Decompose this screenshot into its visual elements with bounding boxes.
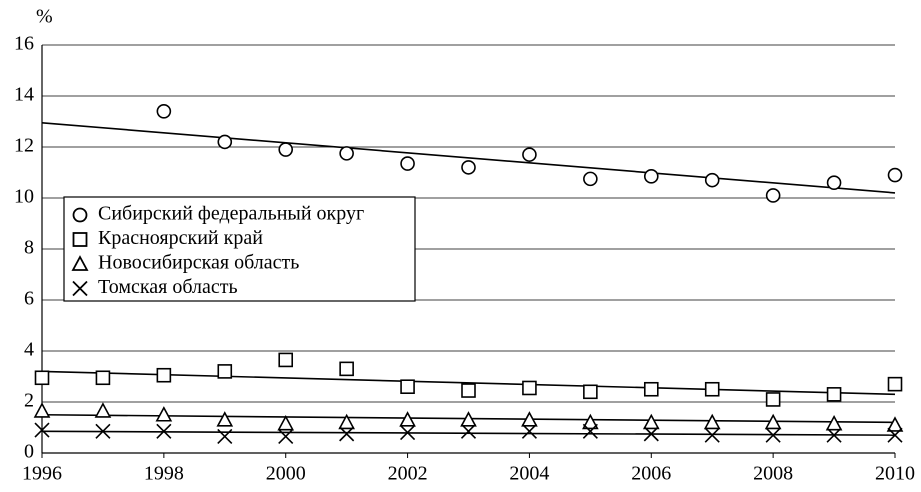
marker <box>826 175 842 190</box>
x-tick-label: 2000 <box>266 463 306 485</box>
marker <box>704 381 720 397</box>
marker <box>400 379 415 395</box>
trend-line <box>41 121 896 194</box>
marker <box>582 423 598 439</box>
y-tick-label: 0 <box>24 441 34 463</box>
marker <box>704 427 720 443</box>
marker <box>582 413 599 430</box>
marker <box>278 428 294 444</box>
marker <box>460 411 477 427</box>
y-axis-label: % <box>36 6 53 28</box>
marker <box>460 423 477 439</box>
marker <box>34 422 50 438</box>
marker <box>72 232 88 247</box>
marker <box>887 167 903 183</box>
x-tick-label: 2004 <box>509 463 549 485</box>
marker <box>583 171 598 187</box>
marker <box>643 426 659 442</box>
marker <box>33 402 51 418</box>
x-tick-label: 1996 <box>22 463 62 485</box>
y-tick-label: 10 <box>14 186 34 208</box>
marker <box>156 423 172 439</box>
marker <box>400 156 415 171</box>
y-tick-label: 2 <box>24 390 34 412</box>
marker <box>338 413 355 430</box>
marker <box>521 411 538 427</box>
legend-label: Томская область <box>98 276 238 298</box>
legend: Сибирский федеральный округКрасноярский … <box>63 196 416 302</box>
marker <box>825 414 843 431</box>
marker <box>399 411 416 427</box>
marker <box>765 427 781 443</box>
marker <box>156 104 172 119</box>
marker <box>277 414 295 431</box>
marker <box>217 428 233 444</box>
y-tick-label: 8 <box>24 237 34 259</box>
legend-label: Новосибирская область <box>98 252 299 274</box>
trend-line <box>41 430 896 436</box>
marker <box>522 147 537 162</box>
marker <box>826 387 842 402</box>
marker <box>461 160 476 175</box>
marker <box>826 427 842 443</box>
marker <box>765 392 781 407</box>
marker <box>216 411 234 427</box>
marker <box>704 172 720 188</box>
y-tick-label: 16 <box>14 33 34 55</box>
marker <box>642 413 660 430</box>
x-tick-label: 2010 <box>875 463 915 485</box>
marker <box>765 188 781 203</box>
marker <box>339 146 354 161</box>
marker <box>278 352 294 368</box>
marker <box>643 169 659 184</box>
marker <box>155 406 173 422</box>
marker <box>887 376 903 392</box>
marker <box>156 367 172 383</box>
x-tick-label: 1998 <box>144 463 184 485</box>
marker <box>643 381 659 397</box>
marker <box>71 255 89 271</box>
marker <box>95 423 111 439</box>
marker <box>887 427 903 443</box>
marker <box>339 426 355 442</box>
marker <box>400 425 416 441</box>
marker <box>764 413 782 430</box>
marker <box>339 361 354 377</box>
y-tick-label: 12 <box>14 135 34 157</box>
marker <box>217 134 233 150</box>
marker <box>522 380 537 396</box>
marker <box>34 370 50 386</box>
legend-box <box>63 196 416 302</box>
marker <box>72 207 88 223</box>
x-tick-label: 2008 <box>753 463 793 485</box>
marker <box>521 423 537 439</box>
marker <box>703 413 721 430</box>
marker <box>278 142 294 157</box>
y-tick-label: 14 <box>14 84 34 106</box>
trend-line <box>41 370 896 396</box>
marker <box>886 416 904 432</box>
marker <box>217 364 233 379</box>
marker <box>95 370 111 386</box>
x-tick-label: 2006 <box>631 463 671 485</box>
legend-label: Сибирский федеральный округ <box>98 203 364 225</box>
y-tick-label: 6 <box>24 288 34 310</box>
marker <box>583 384 598 400</box>
marker <box>94 402 112 418</box>
x-tick-label: 2002 <box>388 463 428 485</box>
y-tick-label: 4 <box>24 339 34 361</box>
marker <box>72 280 88 297</box>
marker <box>461 383 476 398</box>
legend-label: Красноярский край <box>98 227 263 249</box>
